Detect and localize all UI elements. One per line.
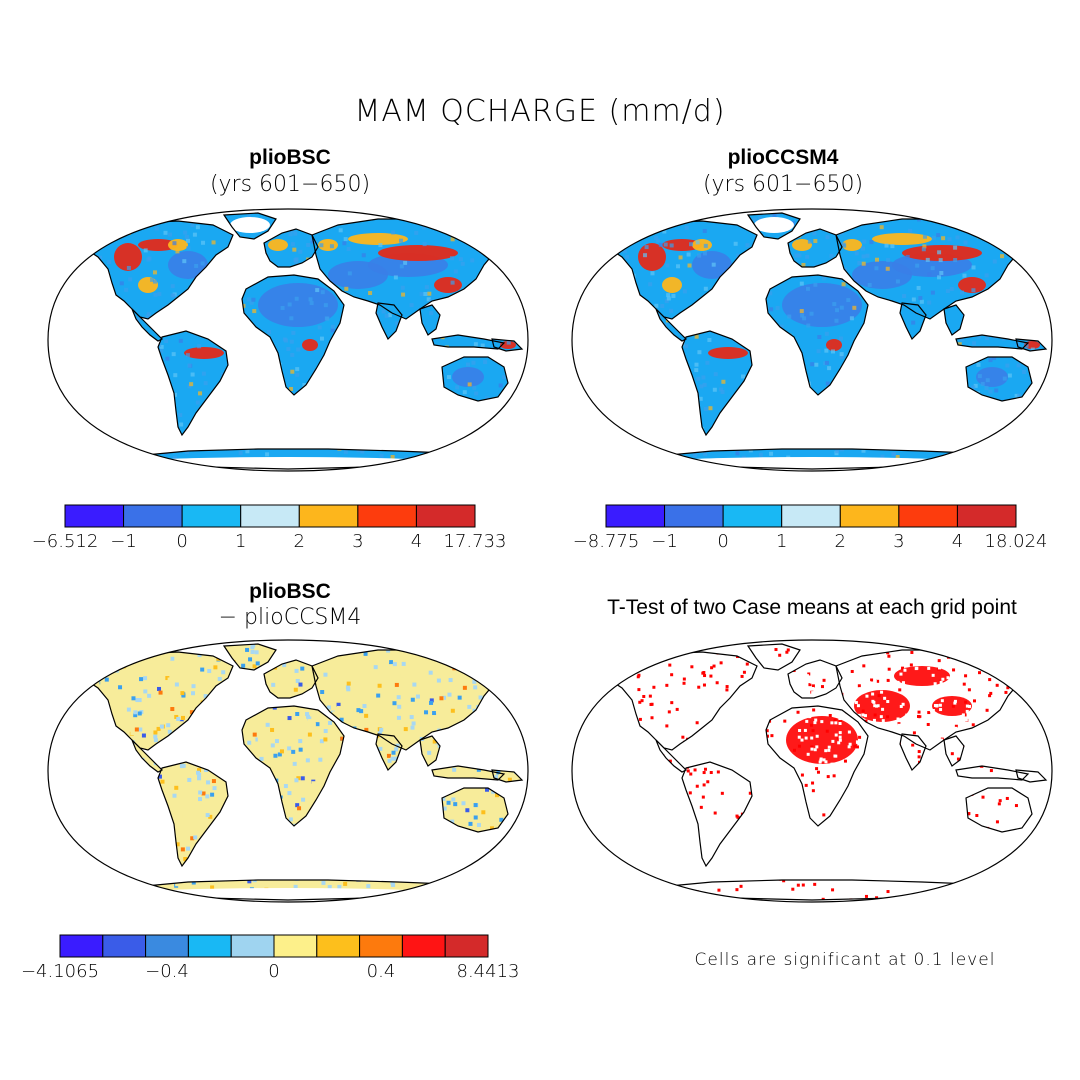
colorbar-swatch [359,934,403,958]
colorbar-swatch [401,934,446,958]
colorbar-swatch [956,504,1017,528]
colorbar-tick-label: 0 [717,531,729,552]
colorbar-tick-label: 3 [893,531,905,552]
colorbar-tick-label: −0.4 [145,961,189,982]
panel-subtitle-bsc: (yrs 601−650) [209,172,371,197]
colorbar-swatch [230,934,275,958]
colorbar-swatch [123,504,183,528]
map-plioBSC [47,208,529,472]
colorbar-swatch [187,934,232,958]
colorbar-swatch [181,504,242,528]
panel-title-ccsm4: plioCCSM4 [727,146,839,169]
colorbar-tick-label: 0.4 [366,961,396,982]
colorbar-swatch [605,504,666,528]
panel-title-ttest: T-Test of two Case means at each grid po… [607,596,1017,619]
panel-title-bsc: plioBSC [249,146,331,169]
map-difference [47,639,529,903]
colorbar-tick-label: 2 [293,531,306,552]
colorbar-swatch [839,504,900,528]
colorbar-swatch [298,504,359,528]
colorbar-tick-label: 8.4413 [456,961,520,982]
colorbar-tick-label: 1 [775,531,788,552]
colorbar-swatch [102,934,147,958]
colorbar-tick-label: 18.024 [984,531,1048,552]
colorbar-swatch [64,504,125,528]
colorbar-tick-label: −1 [110,531,137,552]
colorbar-swatch [415,504,476,528]
colorbar-swatch [781,504,841,528]
colorbar-tick-label: 4 [951,531,964,552]
colorbar-tick-label: 1 [234,531,247,552]
colorbar-tick-label: 0 [268,961,280,982]
colorbar-swatch [898,504,958,528]
colorbar-swatch [273,934,318,958]
figure-title: MAM QCHARGE (mm/d) [354,94,726,129]
colorbar-swatch [240,504,300,528]
colorbar-swatch [145,934,189,958]
colorbar-plioCCSM4 [605,504,1017,528]
colorbar-tick-label: 2 [834,531,847,552]
colorbar-swatch [664,504,724,528]
colorbar-difference [59,934,489,958]
colorbar-tick-label: 4 [410,531,423,552]
map-plioCCSM4 [571,208,1053,472]
colorbar-tick-label: −8.775 [572,531,640,552]
colorbar-tick-label: 0 [176,531,188,552]
panel-subtitle-diff: − plioCCSM4 [218,605,362,630]
colorbar-tick-label: 3 [352,531,364,552]
colorbar-swatch [316,934,361,958]
colorbar-tick-label: 17.733 [443,531,507,552]
map-ttest [571,639,1053,903]
panel-subtitle-ccsm4: (yrs 601−650) [702,172,864,197]
significance-note: Cells are significant at 0.1 level [694,950,996,970]
colorbar-tick-label: −6.512 [31,531,99,552]
panel-title-diff: plioBSC [249,580,331,603]
colorbar-tick-label: −1 [651,531,678,552]
colorbar-swatch [357,504,417,528]
colorbar-plioBSC [64,504,476,528]
colorbar-swatch [444,934,489,958]
colorbar-swatch [59,934,104,958]
colorbar-swatch [722,504,783,528]
colorbar-tick-label: −4.1065 [20,961,100,982]
